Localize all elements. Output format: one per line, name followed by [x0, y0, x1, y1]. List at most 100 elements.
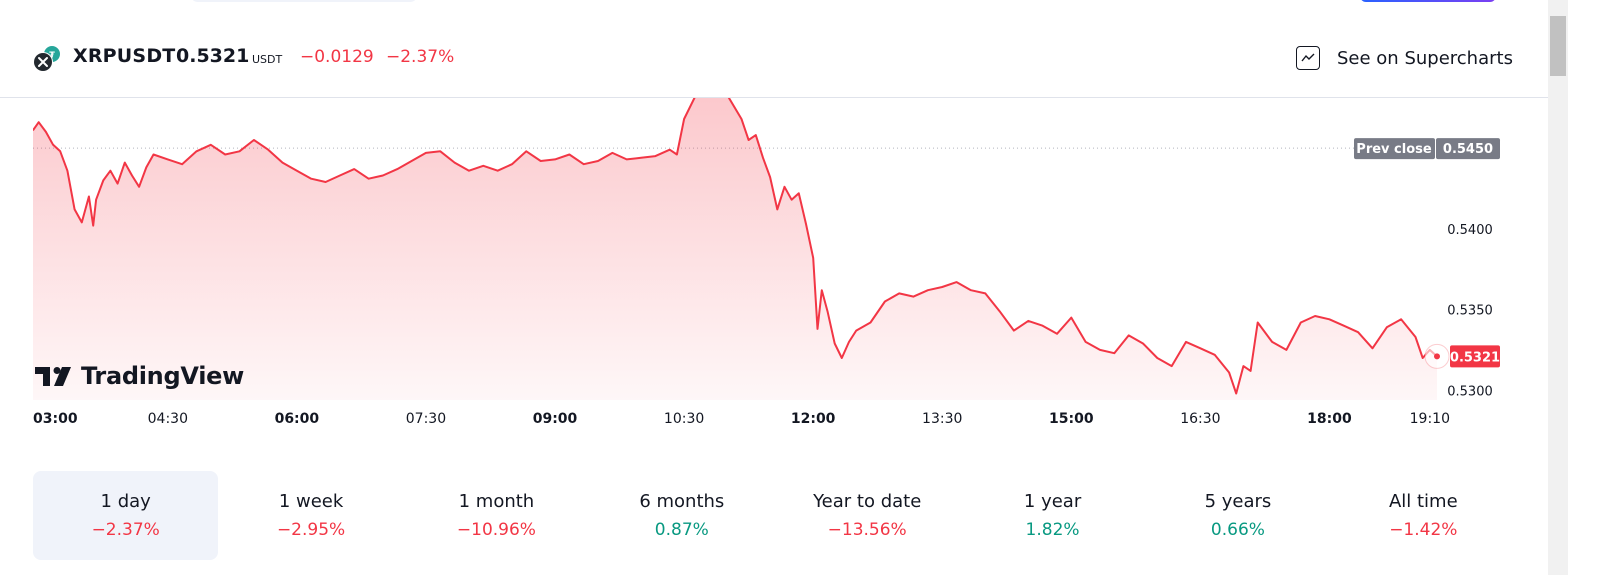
data-point	[1199, 347, 1201, 349]
data-point	[1013, 330, 1015, 332]
range-change-value: 1.82%	[1025, 520, 1080, 540]
tradingview-mark-icon	[35, 367, 71, 386]
data-point	[1235, 392, 1237, 395]
tradingview-wordmark: TradingView	[81, 362, 244, 390]
data-point	[167, 158, 169, 160]
data-point	[1113, 352, 1115, 354]
range-tab-6[interactable]: 5 years 0.66%	[1145, 471, 1330, 560]
data-point	[253, 139, 255, 141]
data-point	[748, 139, 750, 141]
data-point	[540, 160, 542, 162]
data-point	[669, 149, 671, 151]
data-point	[296, 170, 298, 172]
data-point	[1027, 320, 1029, 322]
data-point	[353, 168, 355, 170]
data-point	[1242, 365, 1244, 367]
data-point	[396, 168, 398, 170]
range-selector: 1 day −2.37% 1 week −2.95% 1 month −10.96% 6 m…	[33, 471, 1516, 560]
data-point	[45, 131, 47, 133]
data-point	[826, 310, 829, 312]
x-tick-label: 07:30	[406, 411, 446, 427]
range-tab-4[interactable]: Year to date −13.56%	[775, 471, 960, 560]
range-tab-1[interactable]: 1 week −2.95%	[218, 471, 403, 560]
data-point	[131, 174, 133, 177]
data-point	[984, 292, 986, 294]
header-divider	[0, 97, 1548, 98]
tradingview-logo: TradingView	[35, 362, 244, 390]
range-label: 1 week	[278, 491, 344, 512]
data-point	[1257, 321, 1259, 324]
price-area-fill	[33, 98, 1437, 400]
x-tick-label: 19:10	[1410, 411, 1450, 427]
see-on-supercharts-button[interactable]: See on Supercharts	[1296, 43, 1513, 73]
data-point	[511, 163, 513, 165]
data-point	[597, 160, 599, 162]
top-search-pill[interactable]	[190, 0, 418, 2]
data-point	[740, 118, 743, 120]
data-point	[1250, 370, 1252, 372]
data-point	[1300, 321, 1302, 324]
data-point	[195, 150, 198, 152]
data-point	[912, 296, 915, 298]
data-point	[482, 165, 484, 167]
data-point	[1400, 318, 1402, 320]
data-point	[66, 170, 68, 172]
scrollbar-thumb[interactable]	[1550, 16, 1566, 76]
data-point	[52, 144, 54, 146]
x-tick-label: 03:00	[33, 411, 78, 427]
data-point	[33, 129, 34, 131]
data-point	[411, 160, 413, 162]
plot-area	[33, 98, 1440, 400]
data-point	[1357, 331, 1359, 333]
data-point	[812, 257, 814, 259]
range-label: All time	[1388, 491, 1458, 512]
range-tab-0[interactable]: 1 day −2.37%	[33, 471, 219, 560]
price-change-percent: −2.37%	[386, 47, 455, 67]
range-change-value: −2.37%	[91, 520, 160, 540]
range-label: 6 months	[639, 491, 725, 512]
y-tick-label: 0.5400	[1447, 223, 1493, 238]
range-tab-2[interactable]: 1 month −10.96%	[404, 471, 589, 560]
price-area-chart[interactable]: 0.5400 0.5350 0.5300 Prev close 0.5450 0.5321…	[0, 98, 1548, 438]
data-point	[1156, 357, 1158, 359]
data-point	[583, 163, 585, 165]
data-point	[1142, 342, 1144, 345]
data-point	[554, 158, 556, 160]
range-change-value: −10.96%	[456, 520, 536, 540]
top-accent-button[interactable]	[1360, 0, 1496, 2]
prev-close-badge: Prev close 0.5450	[1354, 138, 1500, 160]
data-point	[776, 208, 778, 210]
data-point	[755, 134, 757, 136]
data-point	[869, 321, 872, 324]
data-point	[1314, 315, 1316, 317]
data-point	[1042, 325, 1044, 327]
data-point	[798, 192, 800, 194]
data-point	[1214, 354, 1216, 356]
last-point-dot	[1434, 353, 1440, 360]
range-change-value: −13.56%	[827, 520, 907, 540]
range-tab-5[interactable]: 1 year 1.82%	[960, 471, 1145, 560]
data-point	[238, 150, 241, 152]
data-point	[102, 179, 104, 181]
range-tab-3[interactable]: 6 months 0.87%	[589, 471, 774, 560]
range-label: 5 years	[1204, 491, 1272, 512]
range-label: Year to date	[813, 491, 922, 512]
data-point	[898, 292, 900, 294]
data-point	[1056, 333, 1058, 335]
data-point	[224, 153, 226, 156]
range-tab-7[interactable]: All time −1.42%	[1331, 471, 1516, 560]
data-point	[1414, 336, 1417, 338]
data-point	[181, 163, 183, 165]
x-tick-label: 09:00	[533, 411, 578, 427]
data-point	[626, 158, 628, 160]
data-point	[816, 328, 819, 330]
range-change-value: −2.95%	[276, 520, 346, 540]
range-change-value: −1.42%	[1389, 520, 1458, 540]
data-point	[124, 162, 126, 164]
data-point	[145, 166, 147, 168]
data-point	[848, 341, 850, 343]
data-point	[683, 118, 685, 120]
vertical-scrollbar[interactable]	[1548, 0, 1568, 575]
data-point	[762, 157, 764, 159]
x-tick-label: 16:30	[1180, 411, 1220, 427]
